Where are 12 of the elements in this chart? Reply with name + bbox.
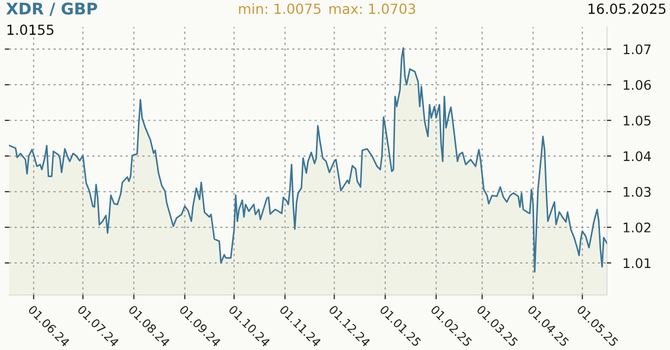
y-tick-label: 1.05 [624,116,651,126]
annotation: 1.0155 [8,24,54,36]
y-tick-label: 1.03 [624,186,651,197]
text: min: 1.0075 [239,3,321,14]
y-tick-label: 1.04 [624,151,651,162]
y-tick-label: 1.02 [624,222,650,232]
y-tick-label: 1.06 [624,80,651,90]
text: max: 1.0703 [330,4,416,14]
y-tick-label: 1.01 [624,258,650,268]
y-tick-label: 1.07 [624,44,651,54]
text: 16.05.2025 [588,4,666,14]
chart-title: XDR / GBP [6,2,98,16]
